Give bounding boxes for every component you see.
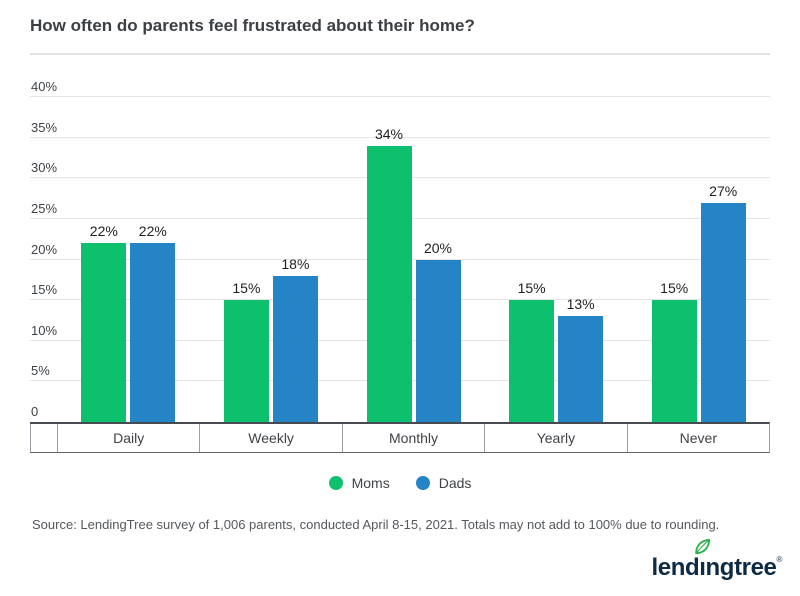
bar-value-label: 18%: [281, 255, 310, 272]
y-axis-tick-label: 0: [31, 404, 39, 419]
chart-title: How often do parents feel frustrated abo…: [30, 16, 475, 35]
bar-value-label: 15%: [232, 280, 261, 297]
bar-value-label: 15%: [660, 280, 689, 297]
y-axis-tick-label: 5%: [31, 363, 50, 379]
logo-letter-i: ı: [695, 538, 711, 585]
bar-moms-yearly: [509, 300, 555, 422]
legend-dot-moms: [328, 476, 343, 490]
x-category-daily: Daily: [57, 424, 199, 452]
bar-dads-monthly: [415, 259, 461, 422]
bar-moms-never: [651, 300, 697, 422]
x-axis-gutter: [30, 424, 57, 452]
y-axis-tick-label: 15%: [31, 282, 58, 298]
bar-value-label: 13%: [566, 296, 595, 313]
x-category-never: Never: [626, 424, 769, 452]
leaf-icon: [695, 538, 711, 555]
registered-mark: ®: [776, 555, 783, 564]
y-axis-tick-label: 35%: [31, 119, 58, 135]
source-note: Source: LendingTree survey of 1,006 pare…: [32, 517, 720, 532]
bar-value-label: 22%: [89, 223, 118, 240]
bar-dads-weekly: [272, 275, 318, 422]
y-axis-tick-label: 20%: [31, 241, 58, 257]
y-axis-tick-label: 40%: [31, 79, 58, 94]
x-category-monthly: Monthly: [341, 424, 484, 452]
lendingtree-logo: lend ıngtree®: [651, 538, 783, 585]
title-divider: [30, 53, 770, 55]
bar-value-label: 15%: [517, 280, 546, 297]
y-axis-tick-label: 25%: [31, 200, 58, 216]
bar-value-label: 22%: [138, 223, 167, 240]
y-axis-tick-label: 30%: [31, 160, 58, 176]
bar-moms-monthly: [366, 145, 412, 422]
logo-text-after: ngtree: [705, 554, 777, 581]
bar-value-label: 27%: [709, 182, 738, 199]
x-axis: Daily Weekly Monthly Yearly Never: [30, 422, 770, 453]
gridline-40: [30, 96, 770, 97]
logo-dotless-i: ı: [699, 554, 706, 581]
x-category-yearly: Yearly: [484, 424, 626, 452]
x-category-weekly: Weekly: [199, 424, 341, 452]
gridline-35: [30, 136, 770, 138]
bar-dads-never: [700, 202, 746, 422]
legend-item-dads: Dads: [415, 475, 472, 491]
bar-moms-weekly: [223, 300, 269, 422]
bar-dads-daily: [130, 243, 176, 422]
bar-moms-daily: [81, 243, 127, 422]
y-axis-tick-label: 10%: [31, 322, 58, 338]
legend-item-moms: Moms: [328, 475, 390, 491]
bar-dads-yearly: [558, 316, 604, 422]
bar-value-label: 20%: [423, 239, 453, 256]
plot-area: 0 5% 10% 15% 20% 25% 30% 35% 40% 22% 22% 15% 18% 34% 2…: [30, 60, 770, 422]
legend-label: Dads: [438, 475, 472, 491]
legend-dot-dads: [415, 476, 430, 490]
bar-value-label: 34%: [374, 125, 404, 142]
legend-label: Moms: [351, 475, 390, 491]
logo-text-before: lend: [651, 554, 700, 581]
legend: Moms Dads: [0, 475, 800, 491]
